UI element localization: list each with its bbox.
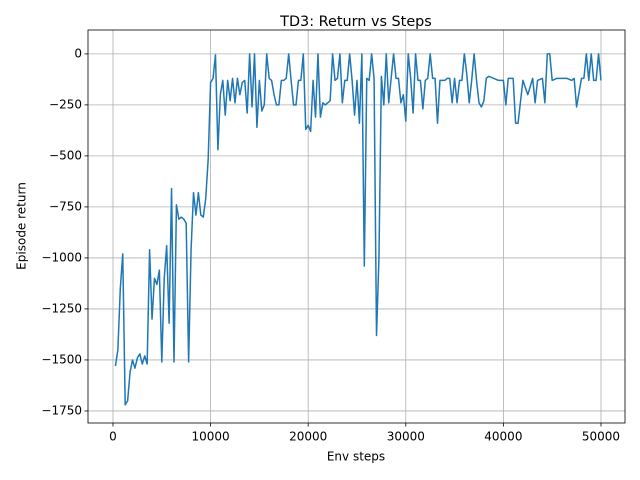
x-tick-label: 20000 bbox=[289, 430, 327, 444]
chart-title: TD3: Return vs Steps bbox=[279, 14, 432, 30]
data-line bbox=[114, 53, 602, 406]
y-tick-label: −1750 bbox=[41, 403, 82, 417]
x-tick-label: 0 bbox=[109, 430, 117, 444]
y-tick-label: 0 bbox=[74, 46, 82, 60]
y-tick-label: −1500 bbox=[41, 352, 82, 366]
x-axis-label: Env steps bbox=[327, 450, 385, 464]
y-tick-label: −500 bbox=[49, 148, 82, 162]
y-axis-label: Episode return bbox=[15, 182, 29, 270]
plot-frame bbox=[87, 29, 626, 424]
y-tick-label: −1000 bbox=[41, 250, 82, 264]
y-tick-label: −1250 bbox=[41, 301, 82, 315]
x-tick-label: 40000 bbox=[484, 430, 522, 444]
y-tick-label: −250 bbox=[49, 97, 82, 111]
x-tick-label: 10000 bbox=[191, 430, 229, 444]
y-tick-label: −750 bbox=[49, 199, 82, 213]
x-tick-label: 50000 bbox=[582, 430, 620, 444]
x-tick-label: 30000 bbox=[387, 430, 425, 444]
